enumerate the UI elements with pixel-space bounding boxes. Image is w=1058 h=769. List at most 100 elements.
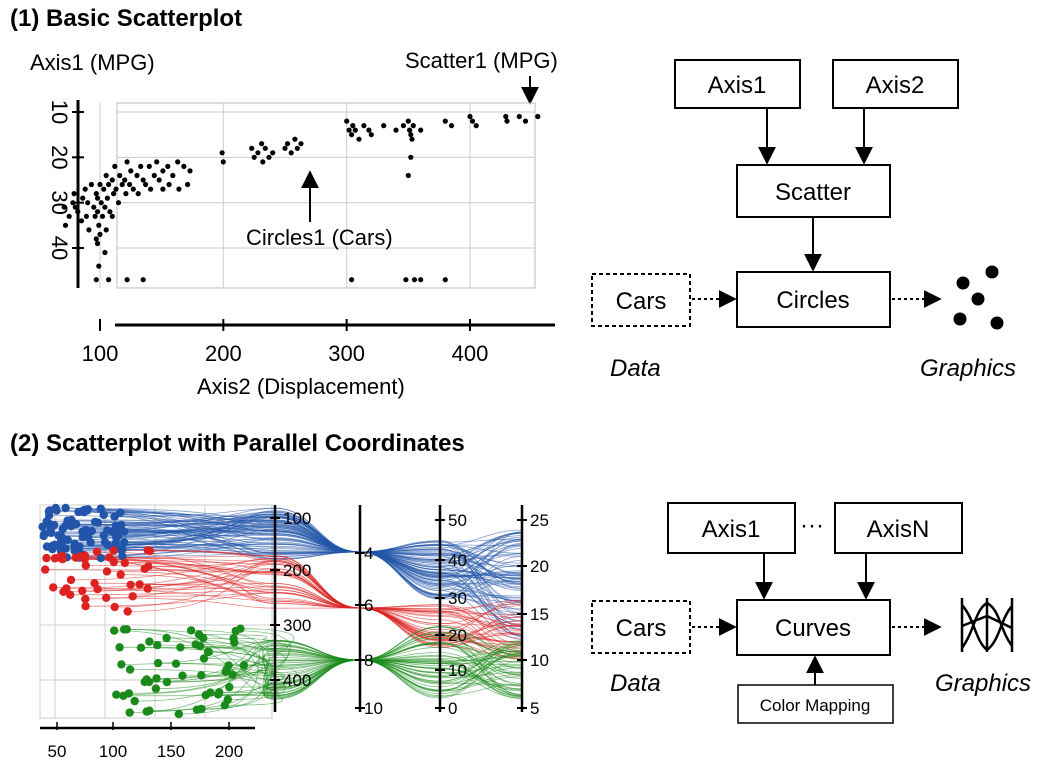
pc-scatter-point <box>171 659 181 668</box>
pc-curve <box>84 558 523 615</box>
scatter-point <box>109 177 115 183</box>
pc-scatter-point <box>145 637 154 646</box>
scatter-point <box>473 123 479 129</box>
scatter-point <box>99 213 106 219</box>
scatter-point <box>181 163 187 169</box>
axis1-label: Axis1 (MPG) <box>30 50 155 75</box>
parallel-axis-tick-label: 6 <box>364 596 373 615</box>
pc-scatter-point <box>42 553 51 563</box>
y-tick-label: 10 <box>47 100 72 124</box>
pc-curve <box>122 549 523 564</box>
scatter-point <box>80 195 86 201</box>
pc-scatter-point <box>215 688 224 697</box>
scatter-point <box>166 181 172 188</box>
pc-x-tick-label: 50 <box>48 742 67 761</box>
scatter-point <box>130 186 136 192</box>
node2-color-mapping-label: Color Mapping <box>760 696 871 715</box>
scatter-point <box>410 123 416 129</box>
scatter-point <box>368 132 374 138</box>
parallel-axis-tick-label: 300 <box>283 616 311 635</box>
pc-scatter-point <box>96 504 105 513</box>
scatter-point <box>92 213 98 219</box>
scatter-point <box>106 181 112 188</box>
scatter-point <box>102 249 108 256</box>
scatter-point <box>408 132 414 138</box>
pc-scatter-point <box>102 593 111 602</box>
pc-scatter-point <box>90 517 100 527</box>
scatter-point <box>124 277 130 283</box>
x-axis-ticks: 100 200 300 400 <box>82 319 488 366</box>
pc-scatter-point <box>239 661 249 670</box>
pc-scatter-point <box>56 536 66 545</box>
pc-scatter-point <box>40 529 49 538</box>
y-tick-label: 20 <box>47 145 72 169</box>
parallel-axis-tick-label: 0 <box>448 699 457 718</box>
scatter-point <box>101 186 107 192</box>
pc-scatter-point <box>57 554 66 563</box>
node2-color-mapping <box>737 684 894 724</box>
pc-scatter-point <box>116 508 125 517</box>
scatter-point <box>96 222 102 228</box>
pc-curve <box>191 630 523 677</box>
scatter-point <box>119 181 125 188</box>
scatter-point <box>71 191 77 197</box>
scatterplot1-points <box>61 113 541 283</box>
pc-scatter-point <box>51 503 60 513</box>
pc-scatter-point <box>229 634 238 643</box>
scatter-point <box>135 191 141 197</box>
parallel-axis-tick-label: 40 <box>448 551 467 570</box>
y-tick-label: 30 <box>47 190 72 214</box>
pc-scatter-point <box>120 558 129 568</box>
scatter-point <box>102 204 108 210</box>
scatter-point <box>85 200 91 206</box>
parallel-axis-tick-label: 10 <box>448 661 467 680</box>
parallel-axis-tick-label: 20 <box>448 626 467 645</box>
pc-scatter-point <box>135 580 144 589</box>
pc-scatter-point <box>176 643 185 652</box>
scatter-point <box>350 123 356 129</box>
scatter-point <box>448 123 455 129</box>
scatter-point <box>106 277 112 283</box>
pc-scatter-point <box>62 584 71 593</box>
parallel-axis-tick-label: 400 <box>283 671 311 690</box>
scatter-point <box>418 277 424 283</box>
scatter-point <box>266 154 272 160</box>
scatter-point <box>122 177 128 183</box>
pc-scatter-point <box>116 570 125 579</box>
scatter-point <box>107 209 113 215</box>
pc-scatter-point <box>61 503 70 513</box>
pc-scatter-point <box>220 701 229 710</box>
pc-scatter-point <box>82 506 92 515</box>
scatter-point <box>134 172 140 179</box>
pc-scatter-point <box>63 516 72 525</box>
scatter-point <box>66 213 72 219</box>
scatter-point <box>112 163 118 169</box>
scatter-point <box>298 141 304 147</box>
node2-axisn-label: AxisN <box>867 516 930 543</box>
pc-scatter-point <box>63 535 72 545</box>
node2-axis1 <box>667 502 796 554</box>
scatter-point <box>219 150 225 156</box>
data-caption-1: Data <box>610 355 661 382</box>
scatter-point <box>249 145 255 151</box>
pc-scatter-point <box>203 647 213 656</box>
pc-scatter-point <box>123 607 132 616</box>
scatterplot2-points <box>38 503 249 719</box>
pc-scatter-point <box>153 658 163 668</box>
scatter-point <box>175 159 181 165</box>
scatter-point <box>104 195 110 201</box>
scatter-point <box>503 113 509 120</box>
scatter-point <box>292 136 298 142</box>
parallel-axis-tick-label: 30 <box>448 589 467 608</box>
pc-scatter-point <box>199 654 209 663</box>
scatter-point <box>97 181 103 188</box>
pc-scatter-point <box>125 708 134 717</box>
pc-scatter-point <box>195 641 205 651</box>
scatter-point <box>405 172 411 179</box>
pc-curve <box>75 557 523 625</box>
scatter-point <box>176 186 182 192</box>
pc-scatter-point <box>110 626 119 635</box>
scatter-point <box>61 204 67 210</box>
scatter-point <box>352 127 358 133</box>
pc-scatter-point <box>96 553 106 563</box>
